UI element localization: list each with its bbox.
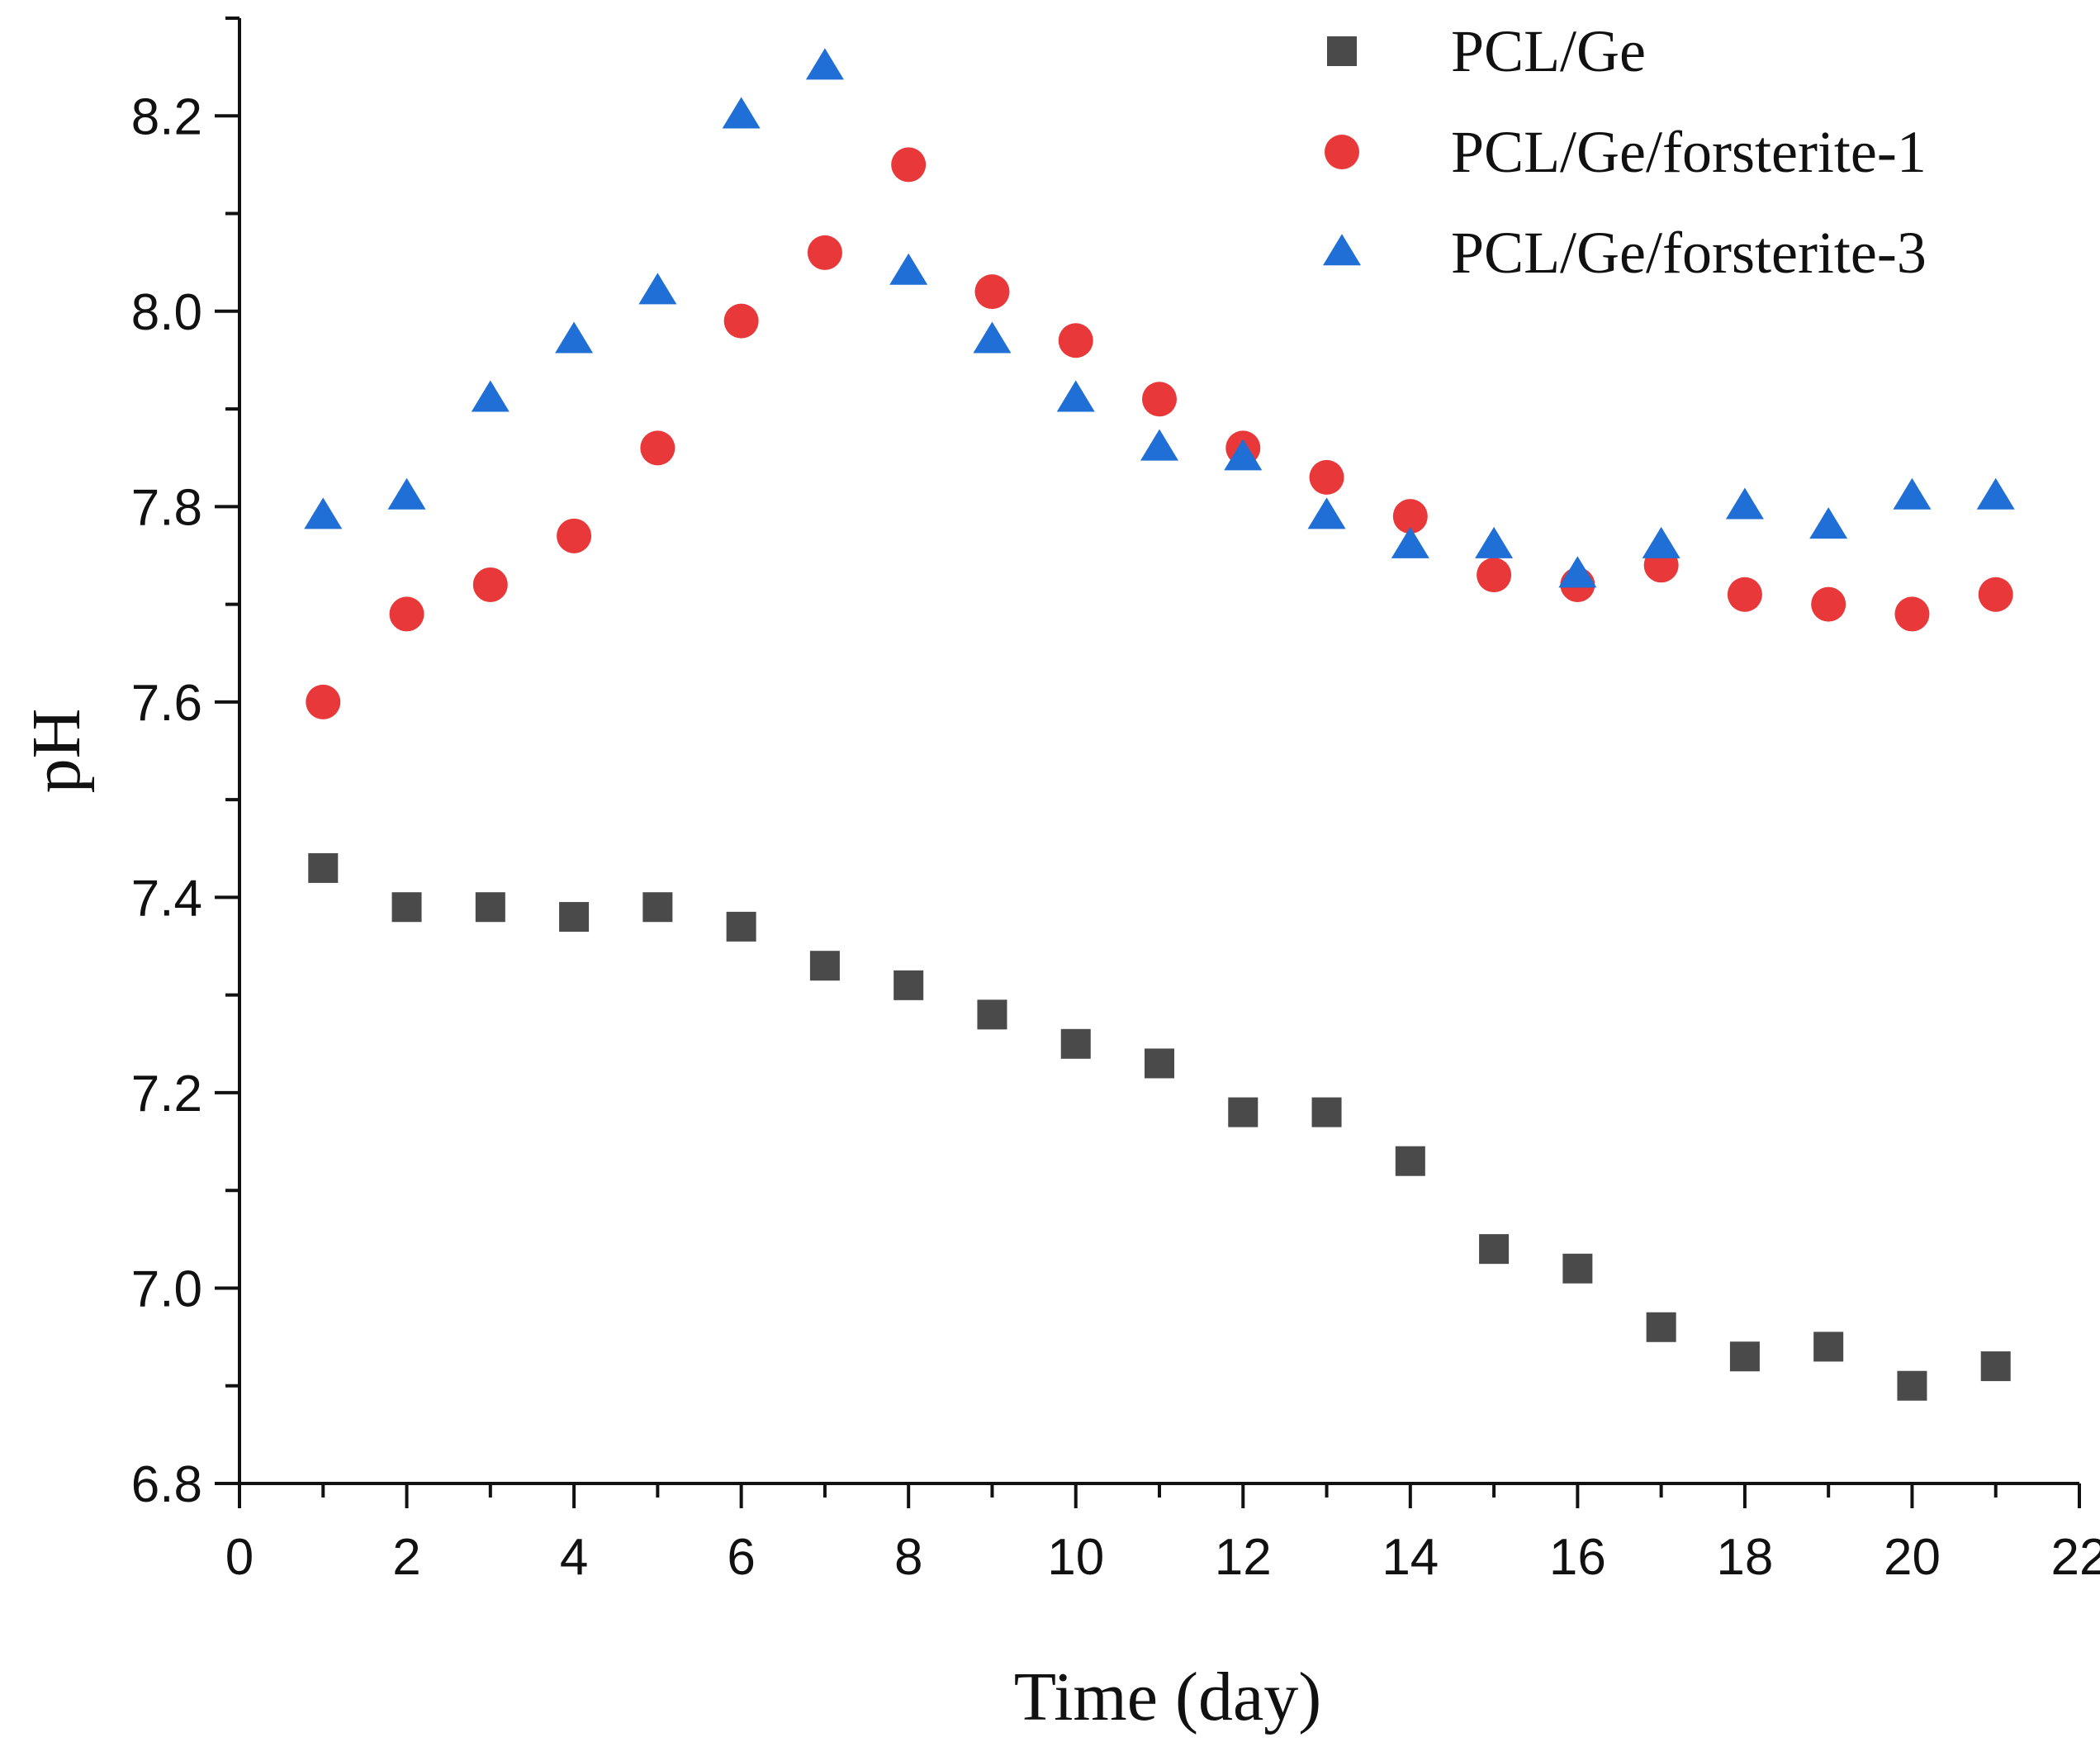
point-pcl-ge: [1980, 1351, 2011, 1382]
y-tick-label: 7.4: [131, 870, 202, 927]
point-pcl-ge-forsterite-3: [1893, 477, 1932, 510]
point-pcl-ge: [894, 970, 924, 1000]
point-pcl-ge-forsterite-1: [1058, 323, 1093, 358]
point-pcl-ge-forsterite-3: [1725, 487, 1764, 520]
legend-label-pcl-ge-forsterite-3: PCL/Ge/forsterite-3: [1451, 220, 1927, 286]
y-tick-label: 8.0: [131, 284, 202, 341]
legend-label-pcl-ge-forsterite-1: PCL/Ge/forsterite-1: [1451, 119, 1927, 185]
point-pcl-ge-forsterite-3: [304, 497, 343, 529]
point-pcl-ge-forsterite-1: [1727, 577, 1762, 612]
point-pcl-ge-forsterite-1: [1477, 558, 1512, 593]
point-pcl-ge-forsterite-3: [1224, 439, 1263, 471]
x-axis-title: Time (day): [1014, 1659, 1322, 1735]
point-pcl-ge-forsterite-1: [891, 147, 927, 183]
point-pcl-ge: [1228, 1097, 1259, 1127]
point-pcl-ge: [1145, 1048, 1174, 1079]
y-tick-label: 7.0: [131, 1260, 202, 1317]
point-pcl-ge-forsterite-3: [1056, 380, 1095, 412]
point-pcl-ge: [1395, 1146, 1425, 1176]
point-pcl-ge-forsterite-3: [1558, 556, 1597, 588]
point-pcl-ge-forsterite-1: [472, 567, 508, 602]
point-pcl-ge: [977, 999, 1007, 1030]
point-pcl-ge-forsterite-1: [557, 518, 592, 553]
y-tick-label: 7.6: [131, 675, 202, 732]
legend-marker-pcl-ge-forsterite-3: [1323, 234, 1361, 266]
x-tick-label: 20: [1884, 1529, 1941, 1586]
point-pcl-ge-forsterite-1: [1392, 499, 1428, 534]
point-pcl-ge-forsterite-3: [387, 477, 426, 510]
point-pcl-ge-forsterite-1: [1309, 459, 1344, 495]
point-pcl-ge-forsterite-3: [1475, 526, 1514, 558]
point-pcl-ge-forsterite-3: [471, 380, 510, 412]
x-tick-label: 12: [1215, 1529, 1272, 1586]
legend-marker-pcl-ge-forsterite-1: [1325, 135, 1359, 169]
point-pcl-ge-forsterite-1: [1894, 596, 1930, 632]
x-tick-label: 10: [1047, 1529, 1104, 1586]
point-pcl-ge-forsterite-3: [555, 321, 594, 354]
point-pcl-ge-forsterite-1: [1142, 382, 1177, 417]
point-pcl-ge-forsterite-1: [723, 303, 759, 339]
point-pcl-ge-forsterite-3: [1809, 507, 1848, 539]
point-pcl-ge-forsterite-3: [805, 48, 844, 80]
point-pcl-ge: [475, 892, 505, 923]
point-pcl-ge: [726, 911, 756, 942]
axes: 0 2 4 6 8 10 12 14 16 18 20 22 6.8 7.0 7.2 7.4 7.6 7.8 8.0…: [131, 17, 2100, 1586]
y-tick-label: 8.2: [131, 88, 202, 145]
point-pcl-ge: [1060, 1028, 1091, 1059]
point-pcl-ge-forsterite-1: [1978, 577, 2013, 612]
point-pcl-ge-forsterite-3: [889, 253, 928, 285]
point-pcl-ge: [559, 902, 590, 933]
x-tick-label: 2: [392, 1529, 420, 1586]
legend-marker-pcl-ge: [1327, 36, 1357, 66]
x-tick-label: 18: [1716, 1529, 1773, 1586]
point-pcl-ge-forsterite-3: [638, 273, 677, 305]
point-pcl-ge: [1311, 1097, 1342, 1127]
x-tick-label: 4: [560, 1529, 588, 1586]
y-tick-label: 7.8: [131, 479, 202, 536]
point-pcl-ge-forsterite-3: [1976, 477, 2015, 510]
point-pcl-ge-forsterite-3: [1642, 526, 1680, 558]
point-pcl-ge-forsterite-1: [1811, 586, 1846, 622]
x-tick-label: 6: [727, 1529, 755, 1586]
point-pcl-ge-forsterite-3: [1391, 526, 1429, 558]
point-pcl-ge: [1646, 1312, 1676, 1342]
point-pcl-ge-forsterite-3: [973, 321, 1012, 354]
point-pcl-ge: [1729, 1341, 1760, 1372]
point-pcl-ge: [1479, 1234, 1510, 1265]
legend: PCL/Ge PCL/Ge/forsterite-1 PCL/Ge/forsteri…: [1323, 18, 1927, 286]
point-pcl-ge-forsterite-1: [640, 430, 676, 466]
y-tick-label: 6.8: [131, 1456, 202, 1513]
point-pcl-ge: [1562, 1253, 1593, 1284]
point-pcl-ge-forsterite-1: [974, 274, 1010, 310]
x-tick-label: 0: [225, 1529, 254, 1586]
y-tick-label: 7.2: [131, 1066, 202, 1123]
legend-label-pcl-ge: PCL/Ge: [1451, 18, 1646, 84]
point-pcl-ge: [1897, 1370, 1927, 1401]
point-pcl-ge-forsterite-1: [389, 596, 424, 632]
point-pcl-ge: [642, 892, 673, 923]
point-pcl-ge-forsterite-3: [722, 97, 761, 129]
point-pcl-ge-forsterite-1: [306, 684, 341, 719]
point-pcl-ge-forsterite-3: [1307, 497, 1346, 529]
x-tick-label: 16: [1549, 1529, 1606, 1586]
data-marks: [304, 48, 2015, 1401]
point-pcl-ge: [1813, 1331, 1844, 1362]
x-tick-label: 22: [2051, 1529, 2100, 1586]
x-tick-label: 14: [1382, 1529, 1439, 1586]
point-pcl-ge-forsterite-3: [1140, 429, 1178, 461]
point-pcl-ge: [809, 951, 840, 981]
point-pcl-ge-forsterite-1: [807, 235, 842, 270]
point-pcl-ge: [391, 892, 422, 923]
point-pcl-ge: [308, 852, 339, 883]
y-axis-title: pH: [18, 709, 95, 794]
x-tick-label: 8: [894, 1529, 922, 1586]
